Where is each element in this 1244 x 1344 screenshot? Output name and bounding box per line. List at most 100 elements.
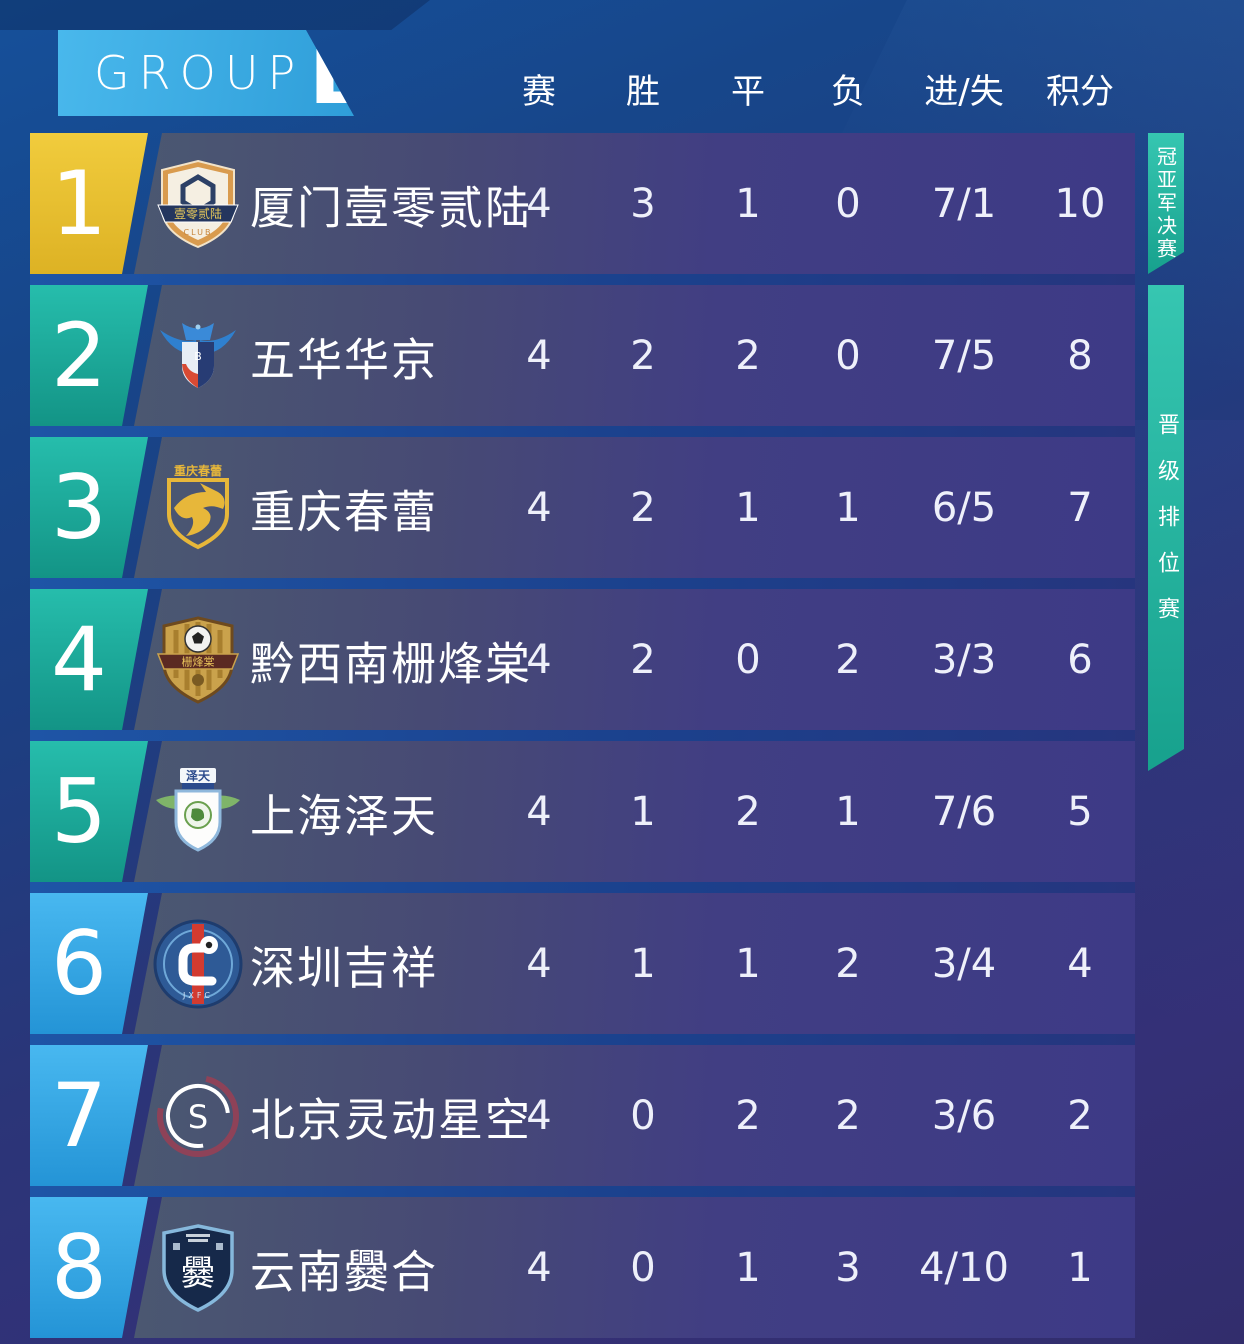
rank-number: 5	[51, 759, 107, 863]
stat-lost: 2	[835, 1092, 861, 1139]
row-body: 重庆春蕾 重庆春蕾 4 2 1 1 6/5 7	[134, 437, 1135, 578]
team-logo: 泽天	[152, 766, 244, 858]
final-ribbon: 冠亚军决赛	[1148, 133, 1184, 274]
team-name: 重庆春蕾	[250, 485, 439, 538]
team-stats: 4 0 2 2 3/6 2	[495, 1045, 1135, 1186]
row-body: JXFC 深圳吉祥 4 1 1 2 3/4 4	[134, 893, 1135, 1034]
svg-text:重庆春蕾: 重庆春蕾	[174, 463, 222, 478]
table-row: 8 爨 云南爨合 4 0 1 3 4/10 1	[0, 1197, 1244, 1338]
top-shade-decoration	[0, 0, 430, 30]
table-row: 6 JXFC 深圳吉祥 4 1 1 2 3/4 4	[0, 893, 1244, 1045]
stat-points: 4	[1067, 940, 1093, 987]
stat-won: 2	[630, 484, 656, 531]
rank-badge: 2	[30, 285, 148, 426]
stat-points: 8	[1067, 332, 1093, 379]
team-logo: 爨	[152, 1222, 244, 1314]
svg-text:壹零贰陆: 壹零贰陆	[174, 206, 222, 221]
rank-badge: 6	[30, 893, 148, 1034]
team-logo: S	[152, 1070, 244, 1162]
shenzhen-jixiang-badge-icon: JXFC	[153, 919, 243, 1008]
stat-goals: 3/4	[931, 940, 997, 987]
team-stats: 4 2 0 2 3/3 6	[495, 589, 1135, 730]
qianxinan-shield-badge-icon: 栅烽棠	[156, 615, 240, 704]
shanghai-zetian-badge-icon: 泽天	[156, 767, 240, 852]
team-name: 上海泽天	[250, 789, 439, 842]
stat-lost: 1	[835, 484, 861, 531]
col-lost: 负	[831, 71, 865, 112]
team-name: 五华华京	[250, 333, 439, 386]
stat-goals: 3/3	[931, 636, 997, 683]
stat-lost: 0	[835, 332, 861, 379]
stat-played: 4	[526, 1092, 552, 1139]
team-logo: JXFC	[152, 918, 244, 1010]
table-row: 2 B 五华华京 4 2 2 0 7/5 8	[0, 285, 1244, 437]
col-played: 赛	[522, 71, 556, 112]
stat-played: 4	[526, 484, 552, 531]
stat-played: 4	[526, 940, 552, 987]
svg-text:CLUB: CLUB	[184, 228, 213, 237]
team-stats: 4 1 1 2 3/4 4	[495, 893, 1135, 1034]
row-body: S 北京灵动星空 4 0 2 2 3/6 2	[134, 1045, 1135, 1186]
stat-won: 1	[630, 940, 656, 987]
stat-goals: 3/6	[931, 1092, 997, 1139]
stat-goals: 7/1	[931, 180, 997, 227]
stat-won: 2	[630, 332, 656, 379]
col-goals: 进/失	[924, 71, 1004, 112]
col-drawn: 平	[731, 71, 765, 112]
team-stats: 4 3 1 0 7/1 10	[495, 133, 1135, 274]
stat-goals: 7/5	[931, 332, 997, 379]
svg-text:JXFC: JXFC	[182, 991, 213, 1000]
stat-won: 0	[630, 1244, 656, 1291]
stat-won: 2	[630, 636, 656, 683]
team-logo: B	[152, 310, 244, 402]
stat-points: 5	[1067, 788, 1093, 835]
rank-badge: 1	[30, 133, 148, 274]
svg-text:泽天: 泽天	[186, 769, 211, 783]
stat-drawn: 2	[735, 332, 761, 379]
stat-points: 7	[1067, 484, 1093, 531]
stat-drawn: 1	[735, 180, 761, 227]
table-row: 3 重庆春蕾 重庆春蕾 4 2 1 1 6/5 7	[0, 437, 1244, 589]
stat-played: 4	[526, 332, 552, 379]
stat-played: 4	[526, 1244, 552, 1291]
stat-goals: 6/5	[931, 484, 997, 531]
stat-points: 1	[1067, 1244, 1093, 1291]
stat-drawn: 1	[735, 940, 761, 987]
team-logo: 重庆春蕾	[152, 462, 244, 554]
xiamen-club-badge-icon: 壹零贰陆 CLUB	[157, 159, 239, 248]
team-stats: 4 2 1 1 6/5 7	[495, 437, 1135, 578]
stat-points: 10	[1054, 180, 1106, 227]
rank-badge: 5	[30, 741, 148, 882]
team-name: 黔西南栅烽棠	[250, 637, 533, 690]
col-points: 积分	[1046, 71, 1114, 112]
row-body: 壹零贰陆 CLUB 厦门壹零贰陆 4 3 1 0 7/1 10	[134, 133, 1135, 274]
stat-played: 4	[526, 788, 552, 835]
stat-lost: 1	[835, 788, 861, 835]
rank-badge: 7	[30, 1045, 148, 1186]
yunnan-cuan-badge-icon: 爨	[162, 1223, 234, 1312]
stat-lost: 2	[835, 940, 861, 987]
chongqing-shark-badge-icon: 重庆春蕾	[167, 463, 229, 549]
rank-number: 6	[51, 911, 107, 1015]
svg-text:爨: 爨	[181, 1254, 215, 1294]
row-body: 爨 云南爨合 4 0 1 3 4/10 1	[134, 1197, 1135, 1338]
rank-number: 2	[51, 303, 107, 407]
table-row: 7 S 北京灵动星空 4 0 2 2 3/6 2	[0, 1045, 1244, 1197]
rank-badge: 4	[30, 589, 148, 730]
rank-number: 1	[51, 151, 107, 255]
group-banner: GROUP B	[58, 30, 354, 116]
row-body: 泽天 上海泽天 4 1 2 1 7/6 5	[134, 741, 1135, 882]
row-body: B 五华华京 4 2 2 0 7/5 8	[134, 285, 1135, 426]
stat-won: 1	[630, 788, 656, 835]
team-stats: 4 1 2 1 7/6 5	[495, 741, 1135, 882]
rank-badge: 8	[30, 1197, 148, 1338]
group-letter: B	[308, 20, 377, 125]
stat-lost: 0	[835, 180, 861, 227]
stat-lost: 3	[835, 1244, 861, 1291]
stat-drawn: 2	[735, 788, 761, 835]
beijing-s-ring-badge-icon: S	[157, 1074, 239, 1157]
stat-won: 0	[630, 1092, 656, 1139]
stat-goals: 7/6	[931, 788, 997, 835]
team-name: 北京灵动星空	[250, 1093, 533, 1146]
